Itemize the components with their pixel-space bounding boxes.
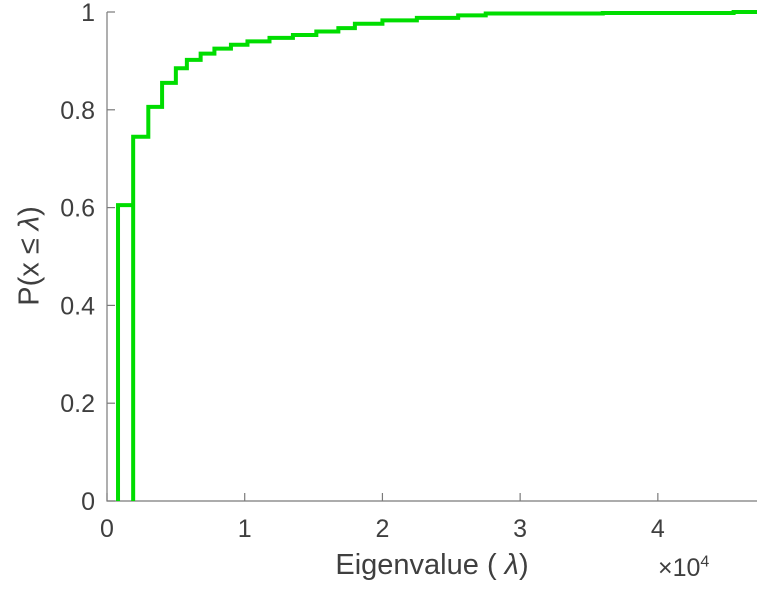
x-axis-label-text: Eigenvalue ( <box>335 549 505 581</box>
y-tick-label: 1 <box>81 0 95 27</box>
ecdf-main <box>131 10 757 501</box>
lambda-symbol: λ <box>504 549 519 581</box>
exponent-power: 4 <box>700 553 710 571</box>
x-tick-label: 0 <box>100 515 114 543</box>
x-tick-label: 4 <box>651 515 665 543</box>
y-axis-label-close: ) <box>13 206 46 216</box>
lambda-symbol: λ <box>13 215 46 231</box>
y-tick-label: 0.4 <box>60 292 95 320</box>
ecdf-lower-branch <box>116 203 134 501</box>
x-tick-label: 3 <box>513 515 527 543</box>
x-axis-label-close: ) <box>518 549 529 581</box>
x-tick-label: 1 <box>238 515 252 543</box>
exponent-base: ×10 <box>658 554 701 582</box>
y-tick-label: 0.6 <box>60 195 95 223</box>
x-tick-label: 2 <box>375 515 389 543</box>
y-axis-label: P(x ≤ λ) <box>14 206 47 305</box>
y-tick-label: 0.8 <box>60 97 95 125</box>
y-tick-label: 0.2 <box>60 390 95 418</box>
axes-lines <box>106 12 757 502</box>
x-axis-label: Eigenvalue ( λ) <box>335 549 528 582</box>
y-axis-label-text: P(x ≤ <box>13 230 46 306</box>
y-tick-label: 0 <box>81 488 95 516</box>
x-axis-exponent-label: ×104 <box>658 554 709 583</box>
